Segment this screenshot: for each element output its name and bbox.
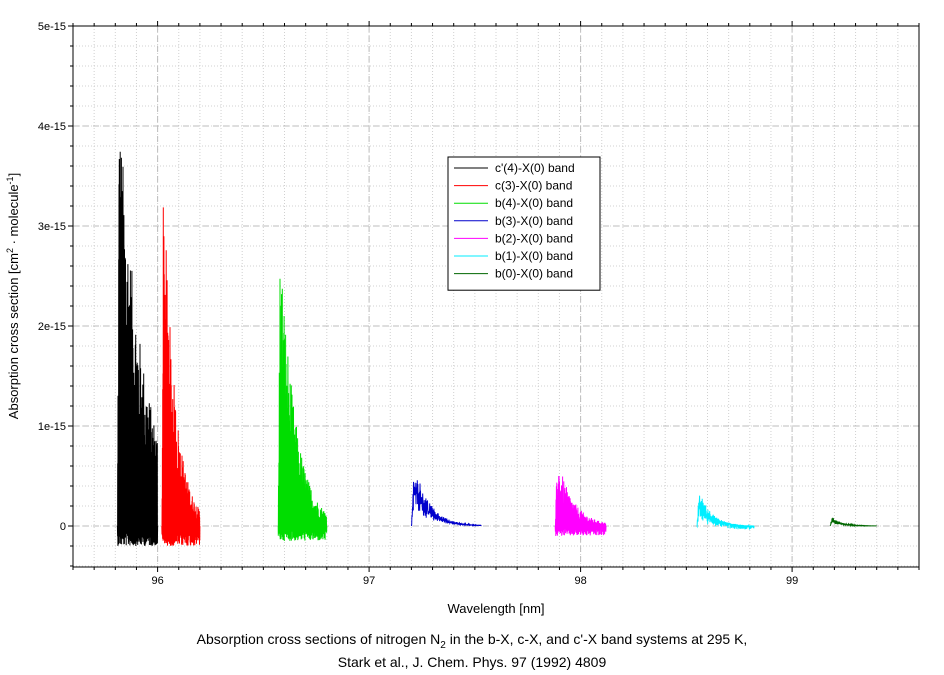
legend-label: b(3)-X(0) band xyxy=(495,214,573,228)
series-line-5 xyxy=(696,495,755,530)
series-line-1 xyxy=(161,207,201,546)
series-line-0 xyxy=(116,151,159,547)
axis-ticks: 96 97 98 99 0 1e-15 2e-15 3e-15 4e-15 5e-15 xyxy=(38,21,920,587)
series-line-6 xyxy=(829,517,877,528)
y-axis-title: Absorption cross section [cm2 · molecule… xyxy=(5,173,21,419)
caption-line-2: Stark et al., J. Chem. Phys. 97 (1992) 4… xyxy=(337,654,607,670)
x-tick-label: 98 xyxy=(574,575,586,587)
y-tick-label: 1e-15 xyxy=(38,421,66,433)
y-tick-label: 3e-15 xyxy=(38,221,66,233)
series-group xyxy=(116,151,877,547)
x-axis-title: Wavelength [nm] xyxy=(447,601,544,616)
y-tick-label: 5e-15 xyxy=(38,21,66,33)
legend-label: b(1)-X(0) band xyxy=(495,249,573,263)
series-line-4 xyxy=(554,475,607,537)
legend-label: b(0)-X(0) band xyxy=(495,267,573,281)
legend-label: b(4)-X(0) band xyxy=(495,196,573,210)
x-tick-label: 97 xyxy=(363,575,375,587)
x-tick-label: 99 xyxy=(786,575,798,587)
legend: c'(4)-X(0) band c(3)-X(0) band b(4)-X(0) b… xyxy=(447,156,601,291)
series-line-3 xyxy=(410,480,482,527)
legend-label: c'(4)-X(0) band xyxy=(495,161,575,175)
series-line-2 xyxy=(277,278,328,542)
y-tick-label: 2e-15 xyxy=(38,321,66,333)
legend-label: c(3)-X(0) band xyxy=(495,179,572,193)
legend-box xyxy=(447,156,601,291)
caption-line-1: Absorption cross sections of nitrogen N2… xyxy=(196,631,748,651)
legend-label: b(2)-X(0) band xyxy=(495,231,573,245)
y-tick-label: 0 xyxy=(60,521,66,533)
x-tick-label: 96 xyxy=(151,575,163,587)
y-tick-label: 4e-15 xyxy=(38,121,66,133)
grid xyxy=(72,25,920,567)
